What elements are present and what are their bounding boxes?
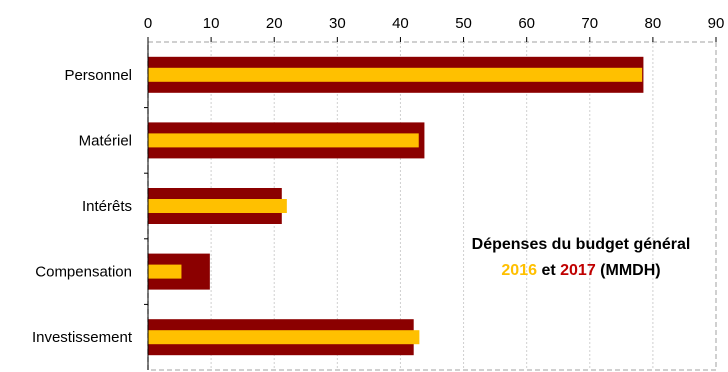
title-conjunction: et <box>537 262 560 279</box>
chart-title: Dépenses du budget général 2016 et 2017 … <box>472 236 691 279</box>
bars <box>148 56 644 356</box>
title-unit: (MMDH) <box>596 262 661 279</box>
x-tick-label: 50 <box>455 15 472 32</box>
category-label: Investissement <box>32 329 133 346</box>
title-year-2016: 2016 <box>501 262 537 279</box>
category-label: Matériel <box>79 132 132 149</box>
x-tick-label: 0 <box>144 15 152 32</box>
title-line-1: Dépenses du budget général <box>472 236 691 253</box>
x-tick-label: 90 <box>708 15 725 32</box>
title-year-2017: 2017 <box>560 262 596 279</box>
title-line-2: 2016 et 2017 (MMDH) <box>501 262 660 279</box>
x-tick-label: 40 <box>392 15 409 32</box>
bar-2016 <box>148 330 420 345</box>
category-label: Intérêts <box>82 198 132 215</box>
x-tick-label: 70 <box>581 15 598 32</box>
bar-2016 <box>148 199 287 213</box>
bar-2016 <box>148 67 643 82</box>
category-label: Personnel <box>64 67 132 84</box>
x-tick-label: 20 <box>266 15 283 32</box>
x-tick-label: 30 <box>329 15 346 32</box>
x-tick-label: 80 <box>645 15 662 32</box>
x-tick-label: 60 <box>518 15 535 32</box>
bar-2016 <box>148 264 182 279</box>
x-axis-ticks: 0 10 20 30 40 50 60 70 80 90 <box>144 15 725 42</box>
x-tick-label: 10 <box>203 15 220 32</box>
category-label: Compensation <box>35 264 132 281</box>
bar-2016 <box>148 133 419 148</box>
category-labels: Personnel Matériel Intérêts Compensation Inv… <box>32 67 148 346</box>
